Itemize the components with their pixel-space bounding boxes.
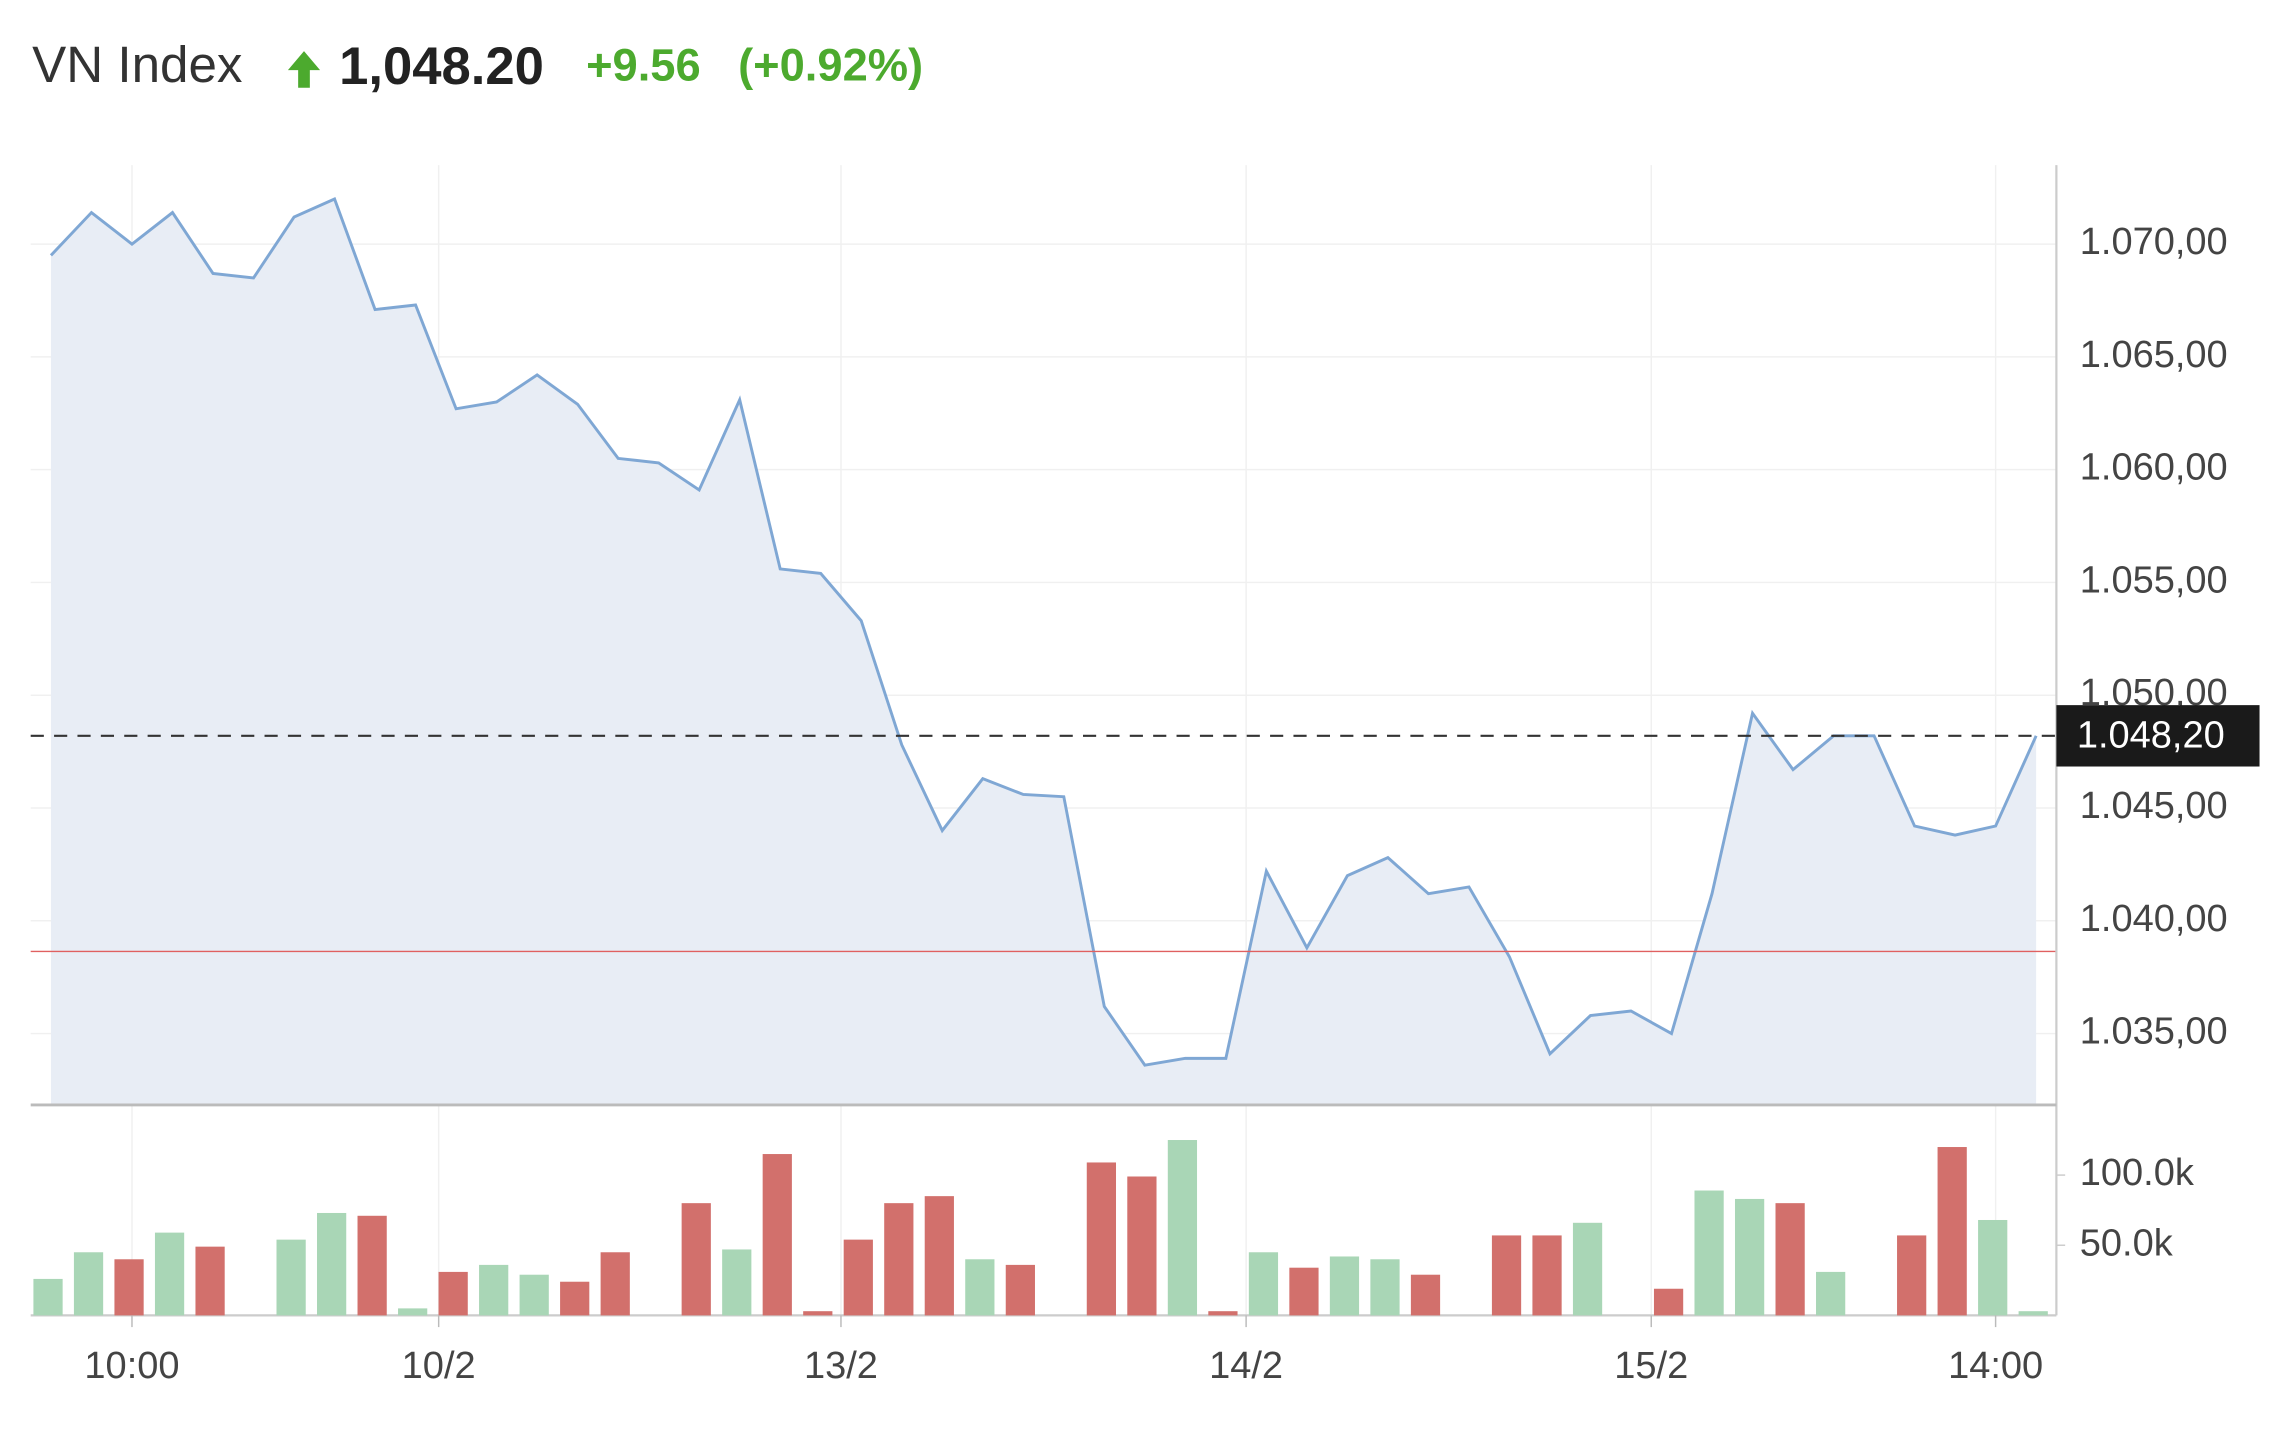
y-tick-label: 1.065,00: [2080, 334, 2228, 376]
volume-bar: [73, 1252, 104, 1316]
volume-bar: [195, 1246, 225, 1316]
volume-bar: [1491, 1235, 1522, 1316]
volume-bar: [762, 1154, 792, 1316]
volume-bar: [114, 1259, 144, 1316]
volume-bar: [600, 1252, 630, 1316]
price-line: [49, 197, 2038, 1067]
volume-bar: [1127, 1176, 1157, 1316]
volume-bar: [276, 1239, 306, 1316]
volume-bar: [1370, 1259, 1400, 1316]
last-price-box: [2056, 705, 2260, 767]
volume-bar: [1289, 1267, 1319, 1316]
volume-bar: [154, 1232, 185, 1316]
y-tick-label: 1.045,00: [2080, 785, 2228, 827]
volume-bar: [1816, 1271, 1846, 1316]
volume-bar: [1694, 1190, 1724, 1316]
volume-bar: [1734, 1198, 1765, 1316]
change: +9.56: [586, 40, 701, 91]
area: [50, 199, 2037, 1104]
volume-bar: [479, 1264, 509, 1316]
y-tick-label: 1.060,00: [2080, 447, 2228, 489]
volume-bar: [1167, 1140, 1198, 1316]
volume-bar: [1532, 1235, 1562, 1316]
x-tick-label: 10:00: [84, 1345, 179, 1387]
chart-title: VN Index: [32, 36, 243, 93]
y-tick-label: 1.055,00: [2080, 559, 2228, 601]
y-tick-label: 1.070,00: [2080, 221, 2228, 263]
volume-bar: [722, 1249, 752, 1316]
x-tick-label: 14:00: [1948, 1345, 2043, 1387]
volume-bar: [2018, 1311, 2048, 1316]
volume-bar: [843, 1239, 873, 1316]
x-tick-label: 13/2: [804, 1345, 878, 1387]
volume-bar: [1410, 1274, 1441, 1316]
y-tick-label: 1.035,00: [2080, 1011, 2228, 1053]
volume-bar: [803, 1311, 833, 1316]
volume-bar: [1208, 1311, 1238, 1316]
volume-bar: [357, 1215, 387, 1316]
volume-bar: [398, 1308, 428, 1316]
volume-bar: [1005, 1264, 1035, 1316]
volume-bar: [681, 1203, 711, 1316]
x-tick-label: 10/2: [402, 1345, 476, 1387]
change-percent: (+0.92%): [738, 40, 923, 91]
volume-bar: [1653, 1288, 1684, 1316]
volume-bar: [1329, 1256, 1360, 1316]
volume-bar: [1572, 1222, 1603, 1316]
volume-bar: [33, 1278, 63, 1316]
last-price-label: 1.048,20: [2077, 714, 2225, 756]
x-tick-label: 15/2: [1614, 1345, 1688, 1387]
volume-tick-label: 100.0k: [2080, 1152, 2195, 1194]
volume-bar: [965, 1259, 995, 1316]
volume-bar: [519, 1274, 549, 1316]
volume-bar: [1978, 1219, 2008, 1316]
volume-bar: [317, 1212, 347, 1316]
volume-bar: [1897, 1235, 1927, 1316]
volume-bar: [1937, 1147, 1967, 1316]
volume-bar: [1775, 1203, 1805, 1316]
volume-bar: [438, 1271, 468, 1316]
volume-bar: [1086, 1162, 1117, 1316]
y-tick-label: 1.040,00: [2080, 898, 2228, 940]
volume-bar: [924, 1196, 954, 1316]
x-tick-label: 14/2: [1209, 1345, 1283, 1387]
up-arrow: [287, 51, 321, 88]
volume-bar: [560, 1281, 590, 1316]
price: 1,048.20: [339, 37, 544, 96]
volume-bar: [1248, 1252, 1279, 1316]
volume-tick-label: 50.0k: [2080, 1222, 2174, 1264]
volume-bar: [884, 1203, 914, 1316]
